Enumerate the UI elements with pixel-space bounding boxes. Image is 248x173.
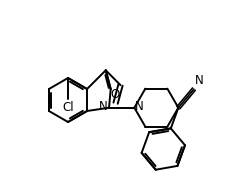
Text: O: O	[110, 88, 119, 101]
Text: N: N	[195, 74, 204, 87]
Text: N: N	[99, 100, 108, 113]
Text: Cl: Cl	[62, 101, 74, 114]
Text: N: N	[135, 100, 144, 113]
